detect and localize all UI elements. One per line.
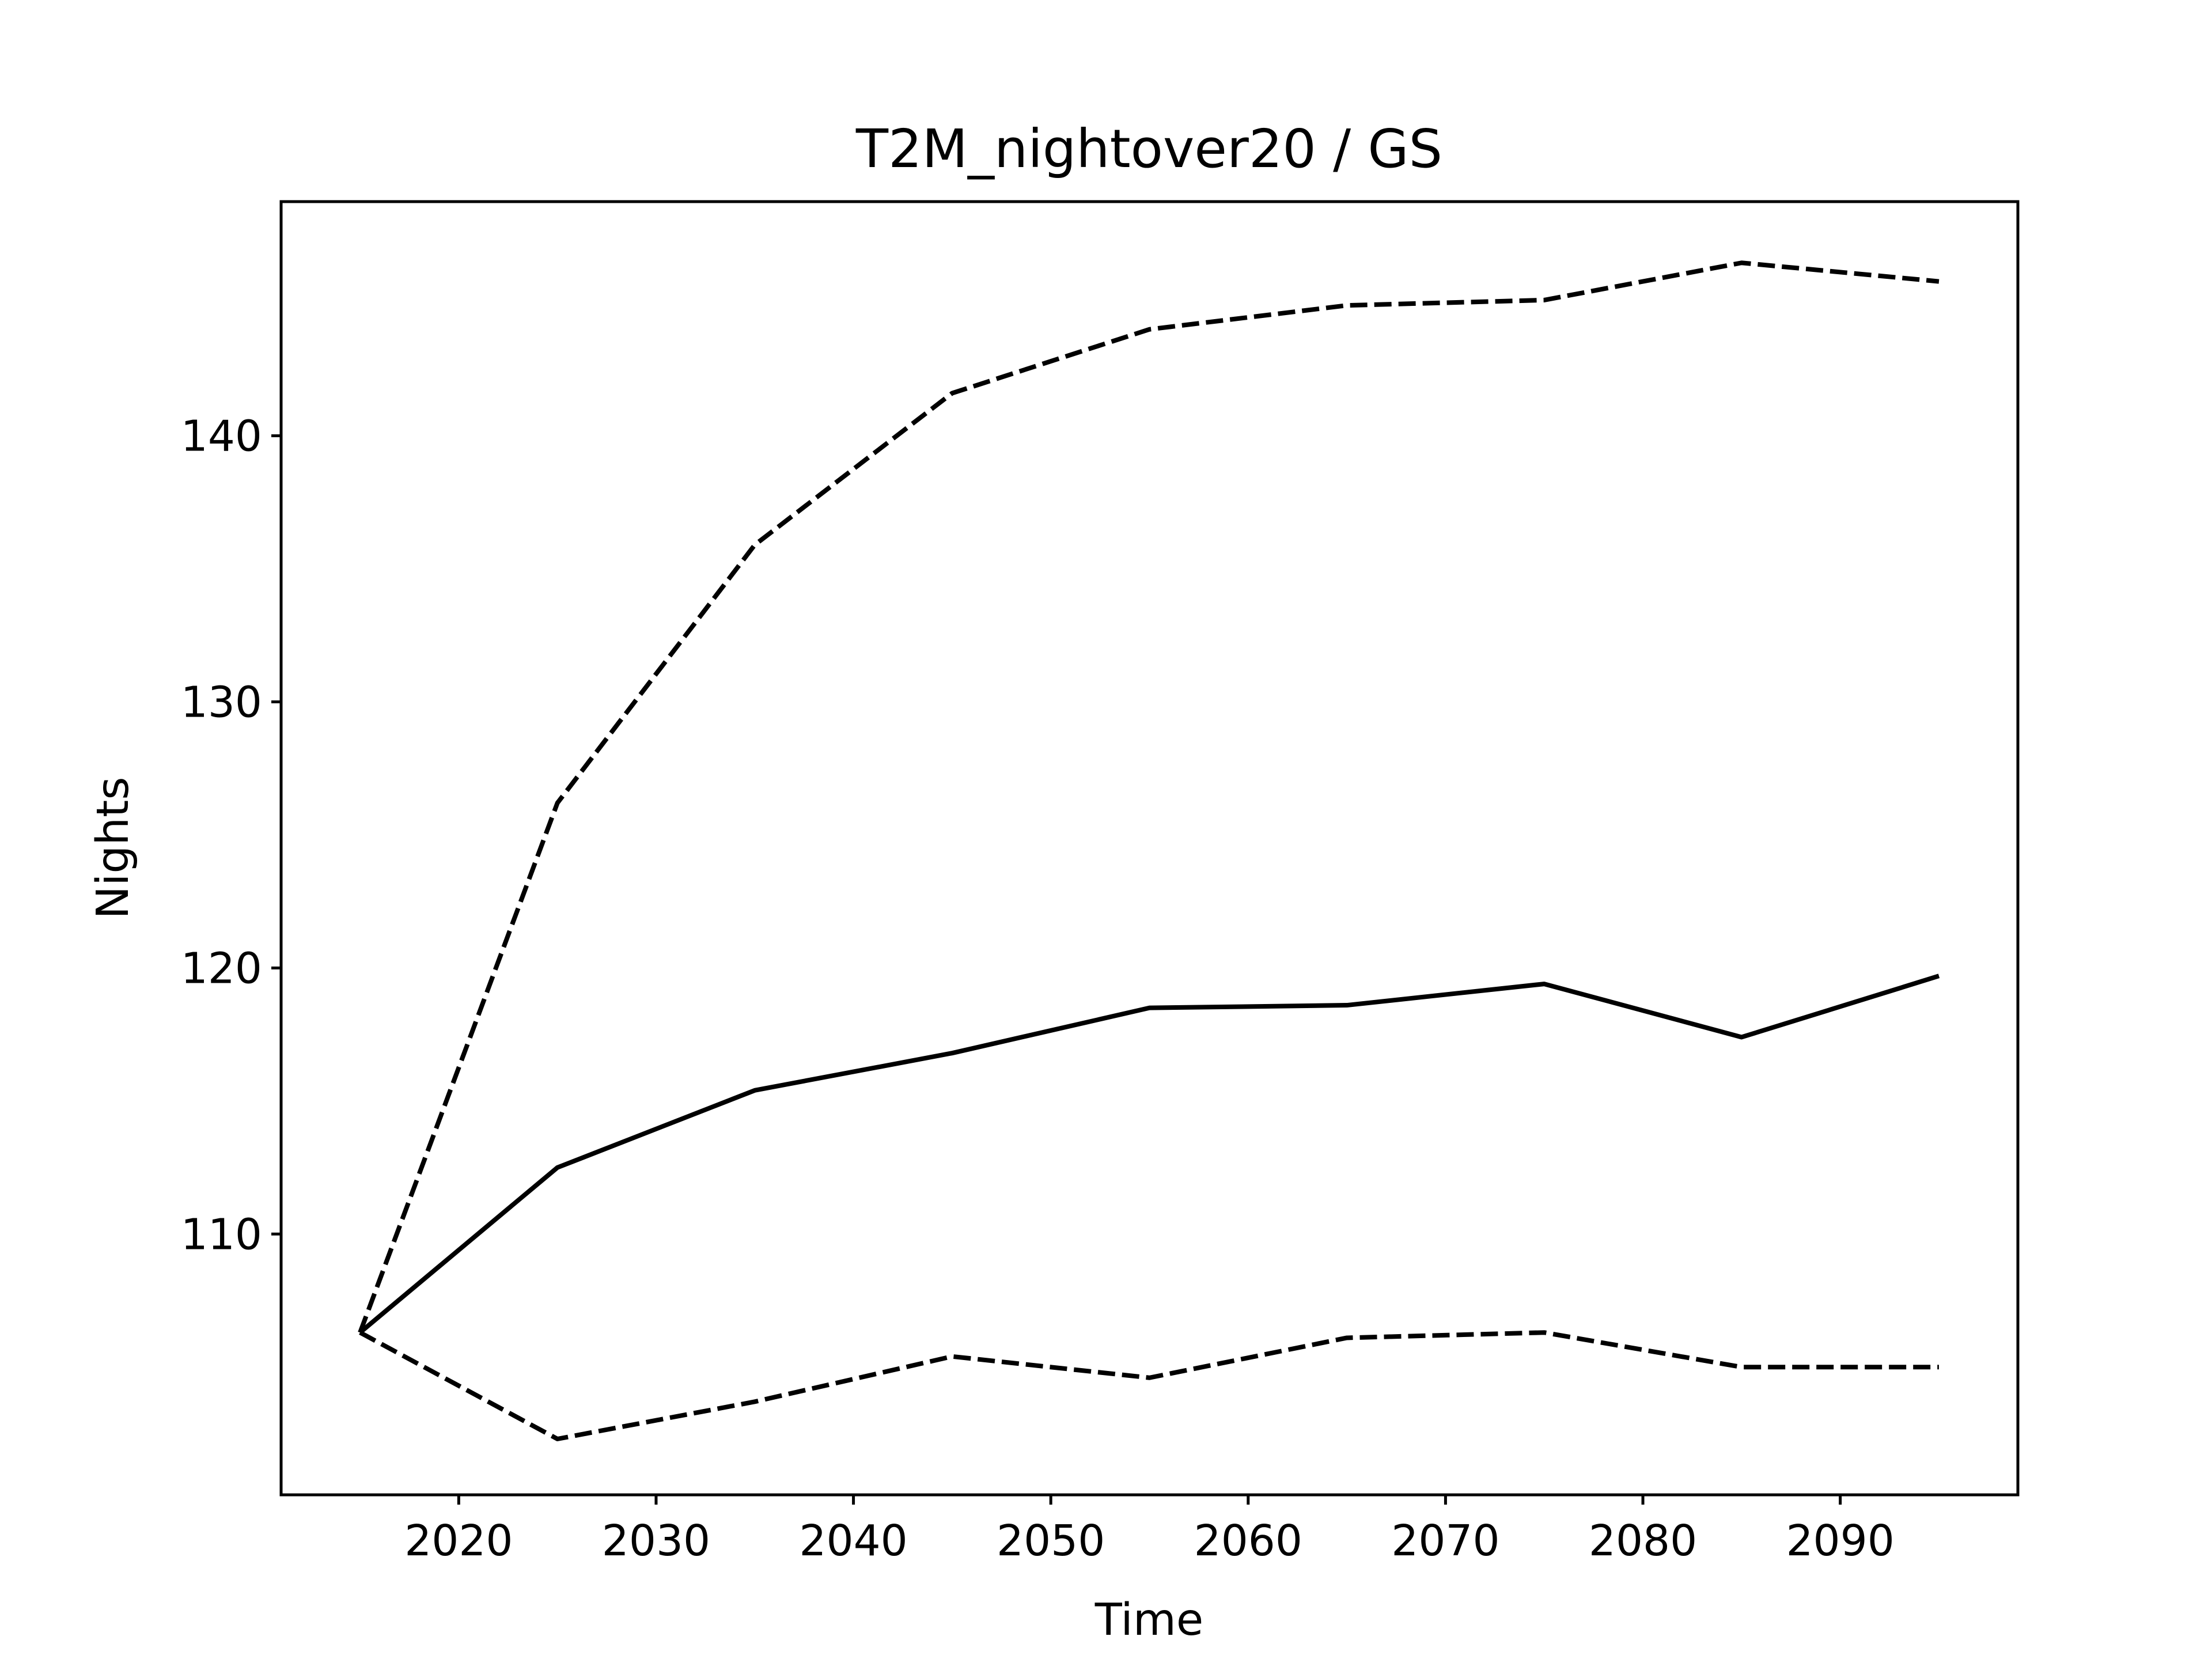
- x-tick-label: 2050: [997, 1516, 1105, 1566]
- y-tick-label: 120: [181, 944, 262, 993]
- x-axis-label: Time: [1094, 1594, 1203, 1646]
- dashed-series-line: [359, 1330, 1939, 1441]
- x-tick-label: 2020: [404, 1516, 513, 1566]
- x-tick-label: 2060: [1194, 1516, 1302, 1566]
- x-tick-label: 2090: [1786, 1516, 1894, 1566]
- y-tick-label: 130: [181, 677, 262, 727]
- y-tick-label: 140: [181, 412, 262, 461]
- x-tick-label: 2070: [1391, 1516, 1499, 1566]
- series-layer: [358, 260, 1940, 1441]
- dashed-series-line: [358, 260, 1940, 1334]
- x-tick-label: 2040: [799, 1516, 907, 1566]
- x-tick-label: 2030: [602, 1516, 710, 1566]
- y-axis-label: Nights: [88, 777, 139, 919]
- chart-title: T2M_nightover20 / GS: [855, 118, 1442, 180]
- plot-area-frame: [279, 200, 2020, 1497]
- y-tick-label: 110: [181, 1210, 262, 1259]
- x-tick-label: 2080: [1589, 1516, 1697, 1566]
- x-axis-ticks: 2020 2030 2040 2050 2060 2070 2080 2090: [404, 1495, 1895, 1566]
- solid-series-line: [358, 974, 1940, 1335]
- y-axis-ticks: 110 120 130 140: [181, 412, 281, 1259]
